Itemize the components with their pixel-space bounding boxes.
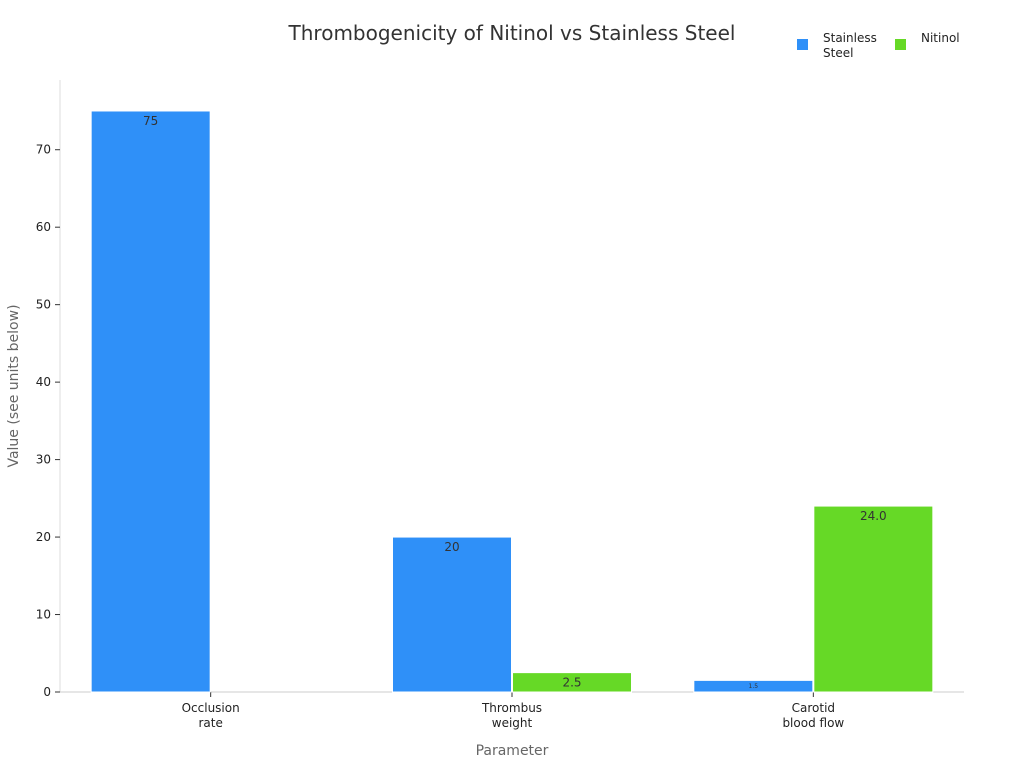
bar-2-1: [813, 505, 934, 693]
text-line: Carotid: [792, 701, 835, 715]
text-line: Steel: [823, 46, 853, 60]
y-axis-title: Value (see units below): [6, 304, 22, 467]
y-tick-label: 30: [36, 453, 51, 467]
bars: [90, 110, 934, 693]
bar-1-1: [512, 672, 632, 693]
y-tick-label: 50: [36, 298, 51, 312]
y-tick-label: 70: [36, 143, 51, 157]
text-line: Thrombus: [481, 701, 542, 715]
y-tick-label: 20: [36, 530, 51, 544]
data-labels: 75 20 2.5 1.5 24.0: [143, 114, 887, 690]
y-axis: 0 10 20 30 40 50 60 70: [36, 80, 61, 699]
y-tick-label: 10: [36, 608, 51, 622]
x-axis: Occlusion rate Thrombus weight Carotid blood …: [60, 691, 964, 730]
bar-label-1-0: 20: [444, 540, 459, 554]
legend-label-1: Nitinol: [921, 31, 960, 45]
bar-0-0: [90, 110, 211, 693]
x-tick-label: Occlusion rate: [182, 701, 240, 730]
bar-label-0-0: 75: [143, 114, 158, 128]
bar-1-0: [392, 536, 512, 693]
bar-2-0: [693, 679, 814, 693]
text-line: blood flow: [782, 716, 844, 730]
y-tick-label: 60: [36, 220, 51, 234]
x-tick-label: Thrombus weight: [481, 701, 542, 730]
y-tick-label: 40: [36, 375, 51, 389]
legend-swatch-0: [797, 39, 808, 50]
text-line: Occlusion: [182, 701, 240, 715]
chart-title: Thrombogenicity of Nitinol vs Stainless …: [288, 21, 736, 45]
x-tick-label: Carotid blood flow: [782, 701, 844, 730]
y-tick-label: 0: [43, 685, 51, 699]
text-line: Stainless: [823, 31, 877, 45]
text-line: weight: [492, 716, 533, 730]
legend-label-0: Stainless Steel: [823, 31, 877, 60]
text-line: rate: [198, 716, 222, 730]
legend: Stainless Steel Nitinol: [797, 31, 960, 60]
x-axis-title: Parameter: [476, 743, 549, 759]
bar-label-2-1: 24.0: [860, 509, 887, 523]
legend-swatch-1: [895, 39, 906, 50]
bar-label-1-1: 2.5: [562, 676, 581, 690]
bar-label-2-0: 1.5: [749, 683, 759, 690]
text-line: Nitinol: [921, 31, 960, 45]
